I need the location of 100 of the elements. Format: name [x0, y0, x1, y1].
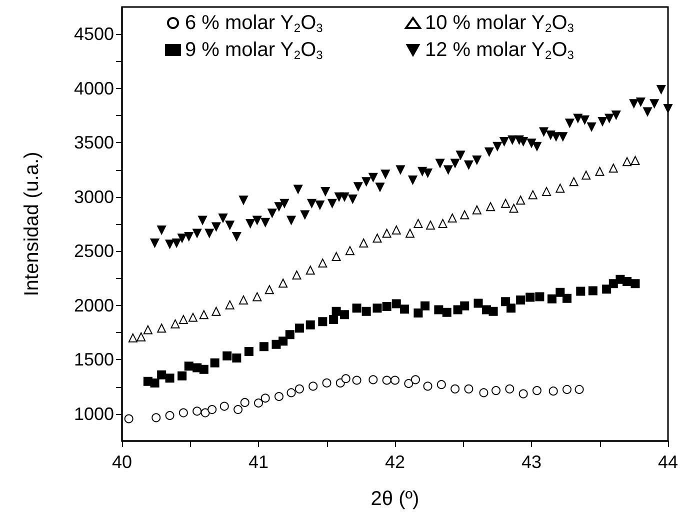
point	[329, 314, 338, 324]
point	[595, 166, 604, 176]
point	[479, 388, 488, 398]
point	[518, 389, 528, 398]
x-tick-label: 41	[248, 452, 269, 472]
point	[574, 384, 584, 394]
point	[124, 414, 134, 424]
point	[318, 258, 328, 268]
point	[165, 374, 174, 383]
point	[526, 292, 535, 302]
point	[556, 184, 565, 193]
point	[254, 398, 263, 408]
point	[234, 405, 243, 414]
point	[436, 380, 446, 390]
point	[220, 402, 229, 411]
point	[157, 324, 166, 333]
point	[576, 286, 586, 296]
point	[562, 294, 572, 303]
point	[285, 330, 294, 340]
point	[516, 196, 526, 205]
y-tick-label: 4000	[74, 78, 114, 98]
point	[492, 386, 501, 396]
point	[170, 319, 180, 328]
x-tick-label: 43	[521, 452, 542, 472]
point	[392, 299, 401, 308]
point	[157, 370, 166, 380]
point	[535, 292, 544, 302]
point	[278, 336, 288, 346]
point	[438, 218, 448, 228]
point	[582, 170, 591, 180]
point	[210, 358, 220, 368]
y-tick-label: 2000	[74, 295, 114, 316]
point	[238, 295, 248, 304]
point	[400, 304, 410, 314]
point	[152, 413, 161, 422]
point	[178, 408, 188, 418]
point	[509, 204, 518, 213]
point	[143, 325, 152, 334]
point	[352, 376, 362, 385]
point	[426, 220, 435, 230]
point	[359, 238, 368, 248]
point	[232, 353, 242, 362]
point	[442, 308, 452, 317]
point	[562, 384, 572, 394]
point	[474, 298, 483, 308]
y-axis-title: Intensidad (u.a.)	[21, 152, 43, 296]
point	[352, 304, 362, 313]
point	[434, 305, 444, 314]
point	[332, 306, 341, 316]
point	[252, 292, 262, 302]
point	[308, 382, 318, 391]
x-tick-label: 40	[112, 452, 132, 472]
point	[286, 388, 296, 398]
point	[372, 304, 382, 313]
point	[208, 405, 217, 414]
point	[332, 252, 341, 262]
point	[622, 277, 632, 286]
point	[128, 333, 138, 342]
point	[188, 312, 198, 322]
point	[608, 164, 618, 173]
point	[225, 300, 234, 310]
point	[362, 306, 371, 316]
y-tick-label: 4500	[74, 24, 114, 44]
point	[505, 384, 514, 394]
y-tick-label: 1000	[74, 404, 114, 424]
point	[622, 157, 632, 166]
point	[292, 270, 302, 280]
point	[547, 294, 556, 304]
point	[602, 284, 612, 294]
point	[406, 228, 415, 238]
point	[556, 288, 565, 297]
point	[240, 398, 250, 407]
point	[414, 218, 423, 228]
point	[588, 286, 598, 296]
point	[340, 310, 349, 320]
point	[200, 408, 210, 418]
point	[178, 314, 188, 324]
point	[150, 378, 160, 388]
point	[278, 278, 288, 288]
x-tick-label: 42	[384, 452, 406, 472]
point	[472, 205, 482, 214]
point	[244, 346, 254, 356]
point	[382, 228, 392, 238]
point	[414, 308, 423, 318]
point	[368, 375, 378, 384]
point	[192, 406, 202, 416]
point	[372, 234, 382, 243]
point	[486, 202, 496, 212]
point	[341, 374, 350, 384]
point	[136, 332, 146, 342]
y-tick-label: 1500	[74, 350, 114, 370]
y-tick-label: 3500	[74, 132, 114, 153]
point	[306, 266, 315, 275]
point	[274, 392, 284, 402]
point	[199, 310, 208, 320]
point	[184, 362, 194, 371]
point	[390, 376, 400, 385]
point	[516, 295, 526, 304]
point	[259, 342, 268, 352]
y-tick-label: 3000	[74, 186, 114, 207]
